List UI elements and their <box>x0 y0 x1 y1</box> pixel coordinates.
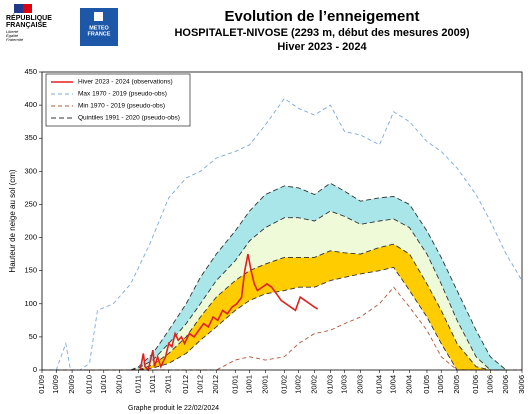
plot-frame <box>41 71 523 371</box>
x-tick-label: 20/10 <box>115 375 124 394</box>
chart-subtitle: Hiver 2023 - 2024 <box>277 41 367 53</box>
y-tick-label: 450 <box>24 67 37 76</box>
logo-republique: RÉPUBLIQUE FRANÇAISE Liberté Égalité Fra… <box>6 4 52 42</box>
y-tick-label: 400 <box>24 100 37 109</box>
x-tick-label: 20/06 <box>501 375 510 394</box>
series-line <box>42 286 522 371</box>
chart-title: Evolution de l’enneigement <box>224 8 419 25</box>
x-tick-label: 01/03 <box>325 375 334 394</box>
x-tick-label: 01/12 <box>181 375 190 394</box>
x-tick-label: 20/05 <box>452 375 461 394</box>
quintile-line <box>130 266 507 371</box>
y-tick-label: 300 <box>24 166 37 175</box>
x-tick-label: 20/04 <box>405 375 414 394</box>
devise-line: Liberté <box>6 29 19 34</box>
x-tick-label: 10/04 <box>389 375 398 394</box>
republique-line: FRANÇAISE <box>6 22 47 29</box>
legend-label: Hiver 2023 - 2024 (observations) <box>78 79 173 86</box>
flag-blue <box>14 4 23 13</box>
x-tick-label: 10/05 <box>436 375 445 394</box>
x-tick-label: 20/11 <box>164 375 173 393</box>
x-tick-label: 20/09 <box>67 375 76 394</box>
quintile-line <box>130 210 507 371</box>
x-tick-label: 20/03 <box>355 375 364 394</box>
footnote: Graphe produit le 22/02/2024 <box>128 405 219 412</box>
flag-red <box>23 4 32 13</box>
chart-subtitle: HOSPITALET-NIVOSE (2293 m, début des mes… <box>174 27 469 39</box>
x-tick-label: 10/06 <box>485 375 494 394</box>
x-tick-label: 10/02 <box>294 375 303 394</box>
x-tick-label: 10/11 <box>148 375 157 393</box>
legend-label: Quintiles 1991 - 2020 (pseudo-obs) <box>78 115 180 122</box>
x-tick-label: 10/03 <box>340 375 349 394</box>
legend-label: Min 1970 - 2019 (pseudo-obs) <box>78 103 165 110</box>
x-tick-label: 01/01 <box>230 375 239 394</box>
x-tick-label: 01/09 <box>37 375 46 394</box>
quintile-band <box>130 211 507 370</box>
y-tick-label: 0 <box>33 365 37 374</box>
x-tick-label: 01/11 <box>134 375 143 393</box>
x-tick-label: 10/12 <box>195 375 204 394</box>
y-tick-label: 350 <box>24 133 37 142</box>
x-tick-label: 01/04 <box>374 375 383 394</box>
x-tick-label: 20/12 <box>211 375 220 394</box>
republique-line: RÉPUBLIQUE <box>6 13 52 22</box>
y-tick-label: 250 <box>24 199 37 208</box>
y-tick-label: 200 <box>24 233 37 242</box>
x-tick-label: 10/09 <box>51 375 60 394</box>
quintile-band <box>130 244 507 370</box>
series-line <box>139 253 319 372</box>
y-axis-label: Hauteur de neige au sol (cm) <box>8 169 17 273</box>
x-tick-label: 30/06 <box>517 375 526 394</box>
series-line <box>42 97 523 371</box>
logo-meteo: METEO FRANCE <box>80 8 118 46</box>
y-tick-label: 100 <box>24 299 37 308</box>
meteo-icon <box>94 12 103 21</box>
x-tick-label: 01/02 <box>279 375 288 394</box>
x-tick-label: 20/02 <box>309 375 318 394</box>
x-tick-label: 01/05 <box>422 375 431 394</box>
x-tick-label: 10/01 <box>245 375 254 394</box>
quintile-line <box>130 243 507 371</box>
devise-line: Égalité <box>6 33 19 38</box>
quintile-band <box>130 183 507 370</box>
meteo-line: METEO <box>89 25 109 31</box>
x-tick-label: 01/06 <box>471 375 480 394</box>
legend-label: Max 1970 - 2019 (pseudo-obs) <box>78 91 167 98</box>
quintile-line <box>130 182 507 371</box>
y-tick-label: 50 <box>29 332 37 341</box>
devise-line: Fraternité <box>6 37 24 42</box>
x-tick-label: 20/01 <box>260 375 269 394</box>
meteo-line: FRANCE <box>88 31 111 37</box>
x-tick-label: 10/10 <box>99 375 108 394</box>
x-tick-label: 01/10 <box>85 375 94 394</box>
y-tick-label: 150 <box>24 266 37 275</box>
